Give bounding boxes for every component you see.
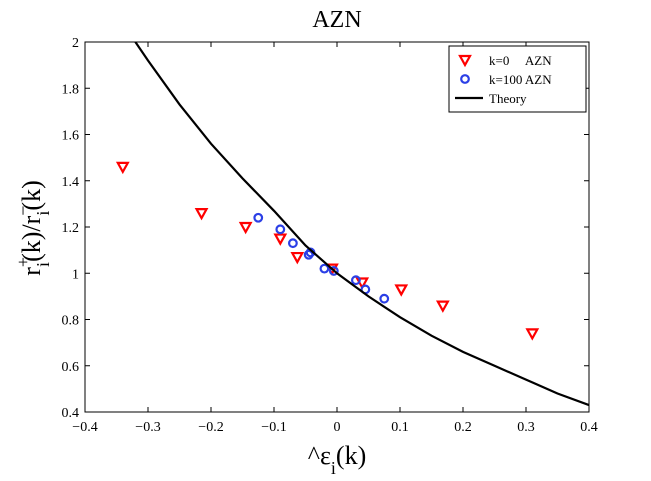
legend-entry: Theory (489, 91, 527, 106)
y-tick-label: 1 (72, 267, 79, 282)
legend-k0-swatch (458, 54, 472, 68)
x-axis-label: ^εi(k) (308, 441, 366, 478)
x-tick-label: 0.2 (454, 420, 472, 435)
k100-point (328, 266, 339, 276)
chart-title: AZN (312, 7, 361, 33)
y-tick-label: 0.6 (62, 360, 80, 375)
k0-point (273, 233, 288, 246)
theory-line (134, 42, 589, 407)
y-tick-label: 1.2 (62, 221, 80, 236)
k0-point (194, 208, 209, 221)
y-tick-label: 1.4 (62, 175, 80, 190)
k100-point (253, 212, 264, 223)
x-tick-label: −0.1 (261, 420, 286, 435)
x-tick-label: 0.4 (580, 420, 598, 435)
k100-point (379, 293, 390, 304)
svg-text:r+i(k)/r−i(k): r+i(k)/r−i(k) (13, 180, 53, 276)
k0-point (435, 300, 450, 313)
x-tick-label: 0.1 (391, 420, 409, 435)
y-tick-label: 0.8 (62, 314, 80, 329)
k0-point (290, 251, 305, 265)
x-tick-label: −0.4 (72, 420, 97, 435)
k0-point (394, 284, 409, 297)
legend-entry: k=100 AZN (489, 72, 552, 87)
k100-point (275, 224, 286, 235)
legend-box (448, 45, 587, 113)
y-axis-label: r+i(k)/r−i(k) (13, 180, 53, 276)
legend-entry: k=0 AZN (489, 53, 552, 68)
k0-point (238, 221, 253, 235)
k100-point (288, 238, 298, 249)
y-tick-label: 1.8 (62, 82, 80, 97)
y-tick-label: 1.6 (62, 129, 80, 144)
k0-point (525, 328, 540, 341)
x-tick-label: −0.2 (198, 420, 223, 435)
plot-area: −0.4 −0.3 −0.2 −0.1 0 0.1 0.2 0.3 0.4 0.4 0.6 0.8 1 1… (62, 36, 598, 435)
x-tick-label: 0.3 (517, 420, 535, 435)
x-tick-label: −0.3 (135, 420, 160, 435)
y-tick-label: 2 (72, 36, 79, 51)
legend-k100-swatch (460, 74, 470, 84)
x-tick-label: 0 (334, 420, 341, 435)
k0-point (115, 161, 130, 175)
y-tick-label: 0.4 (62, 406, 80, 421)
k100-point (351, 275, 361, 286)
k100-point (319, 263, 330, 274)
